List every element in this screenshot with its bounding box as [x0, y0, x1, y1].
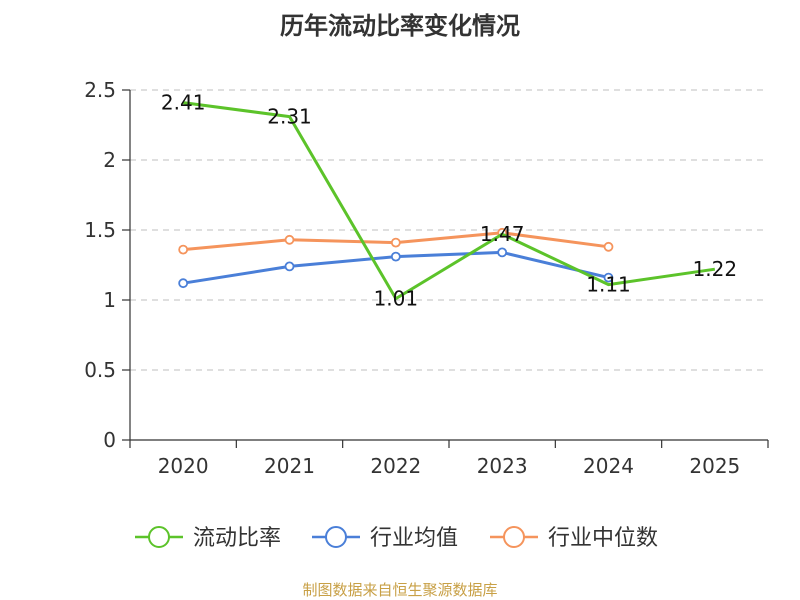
data-label: 2.31	[267, 105, 312, 129]
legend-marker	[325, 526, 347, 548]
y-tick-label: 1.5	[84, 218, 116, 242]
y-axis-ticks: 0 0.5 1 1.5 2 2.5	[84, 78, 130, 452]
x-tick-label: 2021	[264, 454, 315, 478]
x-tick-label: 2024	[583, 454, 634, 478]
x-tick-label: 2020	[158, 454, 209, 478]
data-point[interactable]	[390, 251, 401, 262]
data-label: 1.11	[586, 273, 631, 297]
y-tick-label: 2	[103, 148, 116, 172]
chart-title: 历年流动比率变化情况	[280, 12, 520, 40]
legend-label: 流动比率	[193, 526, 281, 551]
y-tick-label: 0.5	[84, 358, 116, 382]
data-point[interactable]	[497, 247, 508, 258]
legend-marker	[503, 526, 525, 548]
source-footer: 制图数据来自恒生聚源数据库	[302, 581, 497, 599]
x-tick-label: 2025	[689, 454, 740, 478]
x-tick-label: 2023	[477, 454, 528, 478]
y-tick-label: 0	[103, 428, 116, 452]
legend-item-0[interactable]: 流动比率	[135, 526, 281, 551]
legend-label: 行业均值	[370, 526, 458, 551]
grid-lines	[130, 89, 768, 371]
data-label: 2.41	[161, 91, 206, 115]
data-point[interactable]	[390, 237, 401, 248]
legend-item-2[interactable]: 行业中位数	[490, 526, 658, 551]
data-point[interactable]	[603, 272, 614, 283]
data-point[interactable]	[284, 234, 295, 245]
data-label: 1.47	[480, 222, 525, 246]
y-tick-label: 1	[103, 288, 116, 312]
data-labels: 2.41 2.31 1.01 1.47 1.11 1.22	[161, 91, 737, 311]
y-tick-label: 2.5	[84, 78, 116, 102]
legend[interactable]: 流动比率 行业均值 行业中位数	[135, 526, 658, 551]
data-point[interactable]	[603, 241, 614, 252]
data-label: 1.22	[693, 257, 738, 281]
legend-marker	[148, 526, 170, 548]
legend-item-1[interactable]: 行业均值	[312, 526, 458, 551]
series-layer	[178, 101, 716, 301]
data-point[interactable]	[178, 244, 189, 255]
x-tick-label: 2022	[370, 454, 421, 478]
x-axis-ticks: 2020 2021 2022 2023 2024 2025	[129, 440, 769, 478]
data-point[interactable]	[284, 261, 295, 272]
legend-label: 行业中位数	[548, 526, 658, 551]
data-point[interactable]	[178, 278, 189, 289]
series-line-0	[182, 101, 716, 301]
data-label: 1.01	[374, 287, 419, 311]
